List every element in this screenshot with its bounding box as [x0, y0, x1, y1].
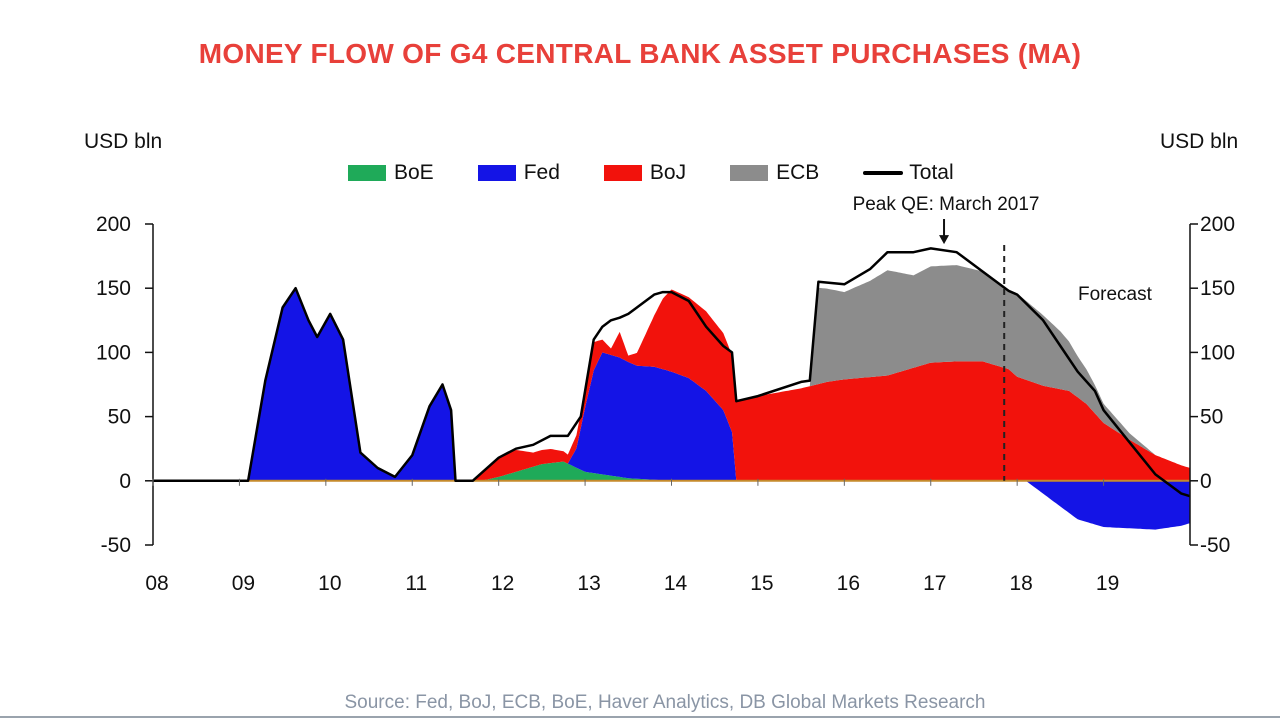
y-tick-label-left: 150 — [96, 277, 131, 300]
x-tick-label: 18 — [1009, 572, 1032, 595]
chart-title: MONEY FLOW OF G4 CENTRAL BANK ASSET PURC… — [198, 38, 1082, 69]
line-total — [153, 247, 1191, 498]
legend-swatch-boe — [348, 165, 386, 181]
legend-line-total — [863, 171, 904, 175]
legend-item-ecb: ECB — [730, 161, 819, 185]
x-tick-label: 10 — [318, 572, 341, 595]
x-tick-label: 17 — [923, 572, 946, 595]
x-tick-label: 09 — [232, 572, 255, 595]
legend-label-boj: BoJ — [649, 161, 687, 184]
legend-label-total: Total — [909, 161, 954, 184]
area-boj — [153, 288, 1190, 481]
source-note: Source: Fed, BoJ, ECB, BoE, Haver Analyt… — [344, 692, 986, 713]
legend-item-total: Total — [863, 161, 954, 185]
x-tick-label: 08 — [145, 572, 168, 595]
left-axis-unit: USD bln — [84, 130, 163, 153]
x-tick-label: 11 — [405, 572, 427, 595]
y-tick-label-left: 100 — [96, 341, 131, 364]
legend-label-fed: Fed — [523, 161, 560, 184]
legend-item-boe: BoE — [348, 161, 434, 185]
legend-item-fed: Fed — [477, 161, 560, 185]
chart-legend: BoE Fed BoJ ECB Total — [348, 160, 998, 186]
y-tick-label-left: 50 — [108, 406, 131, 429]
right-axis-unit: USD bln — [1160, 130, 1239, 153]
x-tick-label: 14 — [664, 572, 688, 595]
area-fed — [153, 288, 1190, 530]
legend-swatch-ecb — [730, 165, 769, 181]
bottom-divider — [0, 716, 1280, 718]
legend-label-boe: BoE — [394, 161, 434, 184]
x-tick-label: 19 — [1096, 572, 1119, 595]
y-tick-label-left: -50 — [101, 534, 131, 557]
area-ecb — [153, 265, 1190, 481]
legend-swatch-boj — [603, 165, 642, 181]
legend-swatch-fed — [477, 165, 516, 181]
peak-qe-arrow-head — [939, 235, 950, 245]
y-tick-label-right: 150 — [1200, 277, 1235, 300]
x-tick-label: 12 — [491, 572, 514, 595]
y-tick-label-left: 200 — [96, 213, 131, 236]
x-tick-label: 13 — [577, 572, 600, 595]
y-tick-label-right: 50 — [1200, 406, 1223, 429]
legend-item-boj: BoJ — [603, 161, 687, 185]
peak-qe-annotation: Peak QE: March 2017 — [853, 194, 1040, 215]
y-tick-label-right: 0 — [1200, 470, 1212, 493]
forecast-label: Forecast — [1078, 284, 1153, 305]
legend-label-ecb: ECB — [776, 161, 820, 184]
y-tick-label-right: -50 — [1200, 534, 1230, 557]
x-tick-label: 16 — [837, 572, 860, 595]
y-tick-label-right: 100 — [1200, 341, 1235, 364]
y-tick-label-right: 200 — [1200, 213, 1235, 236]
x-tick-label: 15 — [750, 572, 773, 595]
y-tick-label-left: 0 — [119, 470, 131, 493]
